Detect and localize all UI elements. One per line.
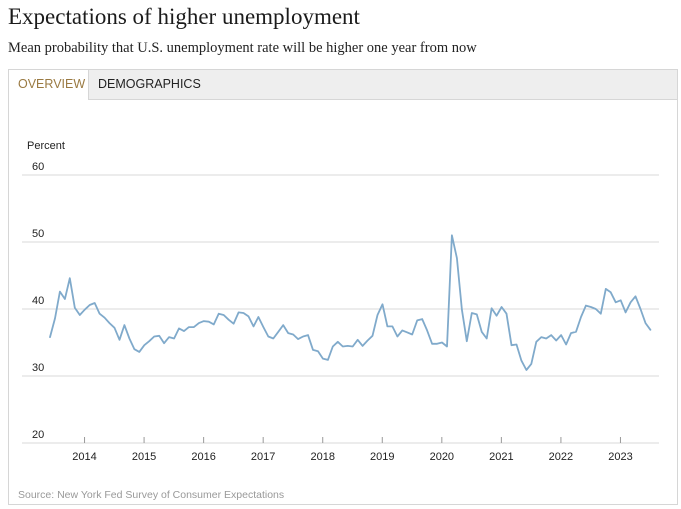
- source-note: Source: New York Fed Survey of Consumer …: [18, 489, 285, 501]
- series-group: [49, 234, 652, 371]
- x-axis: 2014 2015 2016 2017 2018 2019 2020 2021 2022 2023: [72, 437, 633, 463]
- x-tick-label: 2017: [251, 451, 275, 463]
- x-tick-label: 2019: [370, 451, 394, 463]
- y-tick-label: 50: [32, 228, 44, 240]
- x-tick-label: 2015: [132, 451, 156, 463]
- tab-demographics[interactable]: DEMOGRAPHICS: [98, 77, 201, 91]
- x-tick-label: 2020: [430, 451, 454, 463]
- x-tick-label: 2021: [489, 451, 513, 463]
- chart-panel: OVERVIEW DEMOGRAPHICS Source: New York F…: [8, 69, 678, 505]
- y-tick-label: 30: [32, 362, 44, 374]
- x-tick-label: 2018: [310, 451, 334, 463]
- y-tick-label: 40: [32, 295, 44, 307]
- x-tick-label: 2014: [72, 451, 96, 463]
- y-axis-label: Percent: [27, 140, 65, 152]
- x-tick-label: 2023: [608, 451, 632, 463]
- series-line-0: [49, 234, 652, 371]
- chart-subtitle: Mean probability that U.S. unemployment …: [8, 40, 477, 56]
- gridlines: [22, 174, 659, 444]
- chart-title: Expectations of higher unemployment: [8, 4, 360, 29]
- y-axis: 20 30 40 50 60: [32, 161, 44, 441]
- y-tick-label: 60: [32, 161, 44, 173]
- x-tick-label: 2022: [549, 451, 573, 463]
- tab-bar: OVERVIEW DEMOGRAPHICS: [9, 70, 677, 100]
- x-tick-label: 2016: [191, 451, 215, 463]
- tab-overview[interactable]: OVERVIEW: [9, 70, 89, 100]
- y-tick-label: 20: [32, 429, 44, 441]
